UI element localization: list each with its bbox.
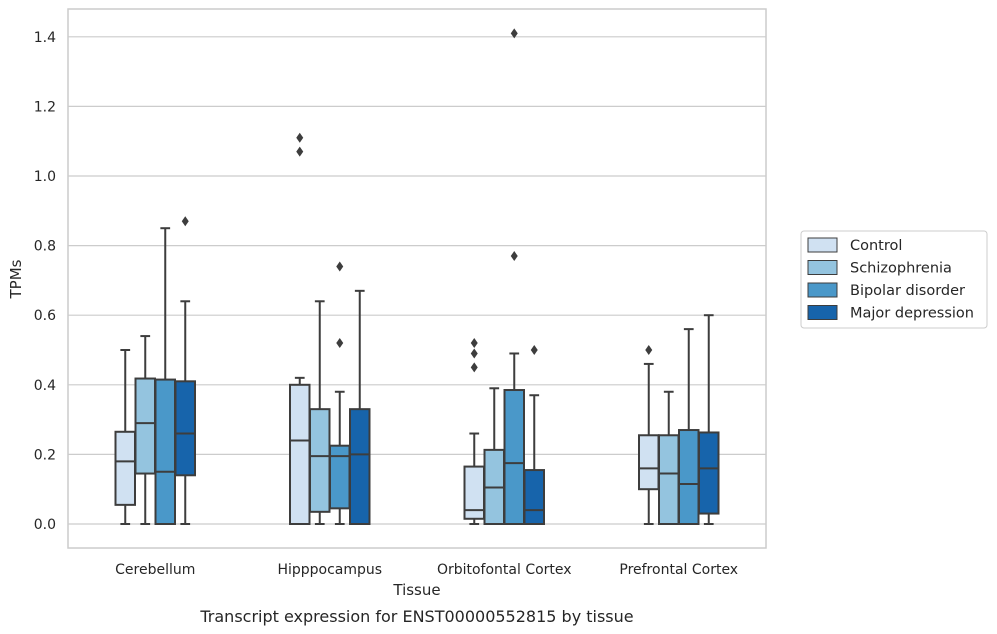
plot-area: 0.0 0.2 0.4 0.6 0.8 1.0 1.2 1.4 Cerebellum Hipppo…: [34, 8, 767, 578]
legend: Control Schizophrenia Bipolar disorder Majo…: [800, 230, 988, 329]
box-body: [289, 383, 311, 525]
legend-swatch: [807, 237, 838, 253]
outlier-marker: [510, 28, 518, 39]
x-axis-label: Tissue: [392, 581, 440, 599]
box-major-depression: [349, 289, 371, 525]
y-tick-label: 0.8: [34, 239, 56, 255]
box-schizophrenia: [658, 390, 680, 526]
y-tick-label: 0.4: [34, 378, 56, 394]
legend-entry-label: Bipolar disorder: [850, 283, 965, 299]
x-tick-label: Hipppocampus: [277, 562, 382, 578]
box-body: [698, 431, 720, 515]
outlier-marker: [645, 345, 653, 355]
box-body: [349, 408, 371, 525]
box-body: [309, 408, 331, 513]
box-major-depression: [174, 216, 196, 525]
outlier-marker: [336, 338, 344, 349]
box-body: [114, 430, 136, 506]
plot-frame: [67, 8, 767, 549]
chart-caption: Transcript expression for ENST0000055281…: [199, 607, 633, 626]
box-body: [523, 469, 545, 525]
outlier-marker: [530, 345, 538, 355]
outlier-marker: [181, 216, 189, 227]
legend-entry-label: Schizophrenia: [850, 261, 952, 277]
x-tick-label: Prefrontal Cortex: [619, 562, 738, 578]
y-tick-label: 1.4: [34, 30, 56, 46]
legend-entry-label: Major depression: [850, 306, 974, 322]
y-tick-label: 0.0: [34, 517, 56, 533]
legend-swatch: [807, 305, 838, 320]
y-tick-label: 1.2: [34, 99, 56, 115]
box-major-depression: [698, 314, 720, 525]
x-tick-label: Cerebellum: [115, 562, 195, 578]
outlier-marker: [296, 132, 304, 143]
x-tick-label: Orbitofontal Cortex: [437, 562, 572, 578]
box-body: [503, 389, 525, 525]
box-body: [658, 434, 680, 526]
legend-swatch: [807, 260, 838, 275]
y-tick-label: 1.0: [34, 169, 56, 185]
outlier-marker: [336, 261, 344, 272]
legend-entry-label: Control: [850, 238, 902, 254]
legend-frame: [800, 230, 988, 329]
y-tick-label: 0.2: [34, 447, 56, 463]
outlier-marker: [470, 348, 478, 359]
y-tick-label: 0.6: [34, 308, 56, 324]
box-body: [638, 434, 660, 491]
box-body: [678, 429, 700, 526]
box-body: [134, 377, 156, 475]
box-bipolar-disorder: [503, 28, 525, 525]
outlier-marker: [470, 362, 478, 373]
outlier-marker: [510, 251, 518, 262]
box-body: [174, 380, 196, 477]
box-schizophrenia: [309, 300, 331, 525]
box-major-depression: [523, 345, 545, 525]
box-body: [154, 378, 176, 525]
outlier-marker: [470, 338, 478, 349]
outlier-marker: [296, 146, 304, 157]
box-body: [329, 444, 351, 510]
y-axis-label: TPMs: [7, 259, 25, 299]
box-control: [638, 345, 660, 525]
box-bipolar-disorder: [678, 328, 700, 526]
legend-swatch: [807, 282, 838, 298]
